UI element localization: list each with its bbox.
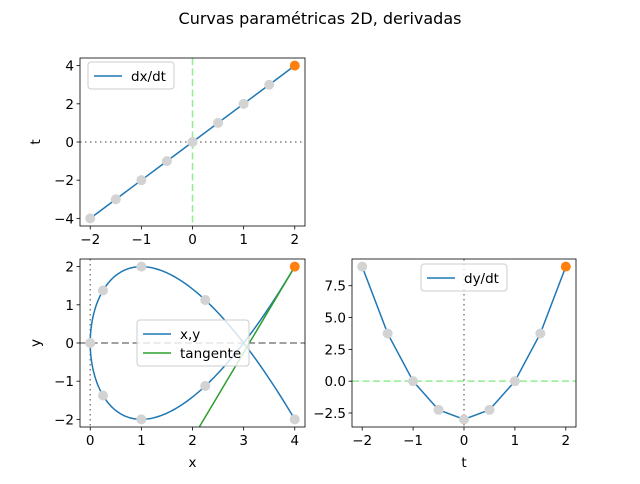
y-tick-label: 0: [65, 336, 74, 352]
axes-dydt: −2 −1 0 1 2 −2.5 0.0 2.5 5.0 7.5 t dy/dt: [313, 258, 577, 471]
legend-label: tangente: [180, 346, 241, 362]
figure-title: Curvas paramétricas 2D, derivadas: [179, 9, 462, 28]
y-tick-label: 4: [65, 59, 74, 75]
sample-point: [200, 295, 211, 306]
sample-point: [187, 137, 198, 147]
x-axis-label: x: [189, 455, 197, 471]
axes-dxdt: −2 −1 0 1 2 −4 −2 0 2 4 t dx/dt: [28, 57, 306, 248]
axes-xy: 0 1 2 3 4 −2 −1 0 1 2 x y x,y tangente: [28, 258, 306, 471]
sample-point: [136, 414, 147, 425]
legend-label: dx/dt: [131, 69, 166, 85]
y-tick-label: 2: [65, 260, 74, 276]
x-tick-label: −1: [403, 433, 423, 449]
legend-box: [87, 61, 175, 90]
y-tick-label: −2: [54, 412, 74, 428]
sample-point: [238, 98, 249, 109]
x-tick-label: 2: [562, 433, 571, 449]
x-tick-label: 4: [290, 433, 299, 449]
plot-area: [80, 58, 305, 226]
y-tick-label: −1: [54, 374, 74, 390]
sample-point: [98, 285, 109, 296]
sample-point: [136, 261, 147, 272]
x-tick-label: 3: [239, 433, 248, 449]
y-tick-label: 0: [65, 135, 74, 151]
current-point: [560, 261, 571, 272]
x-tick-label: 0: [188, 232, 197, 248]
x-tick-label: −1: [131, 232, 151, 248]
x-tick-label: 0: [86, 433, 95, 449]
sample-point: [213, 117, 224, 128]
x-tick-label: 1: [137, 433, 146, 449]
sample-point: [289, 414, 300, 425]
y-tick-label: 5.0: [325, 311, 346, 327]
sample-point: [357, 261, 368, 272]
sample-point: [161, 156, 172, 167]
y-tick-label: 1: [65, 298, 74, 314]
sample-point: [200, 380, 211, 391]
y-tick-label: 0.0: [325, 374, 346, 390]
y-tick-label: −2: [54, 173, 74, 189]
y-tick-label: 7.5: [325, 279, 346, 295]
y-axis-label: y: [28, 339, 44, 347]
x-tick-label: 1: [239, 232, 248, 248]
current-point: [289, 261, 300, 272]
legend-label: x,y: [180, 327, 200, 343]
sample-point: [85, 213, 96, 224]
current-point: [289, 60, 300, 71]
sample-point: [459, 414, 469, 425]
plot-area: [352, 259, 576, 427]
x-tick-label: −2: [80, 232, 100, 248]
x-tick-label: −2: [352, 433, 372, 449]
y-tick-label: −2.5: [313, 406, 346, 422]
sample-point: [98, 390, 109, 401]
x-tick-label: 0: [460, 433, 469, 449]
legend: dx/dt: [87, 61, 175, 90]
sample-point: [484, 404, 495, 415]
legend: x,y tangente: [136, 319, 250, 367]
sample-point: [264, 79, 275, 90]
sample-point: [535, 328, 546, 339]
sample-point: [382, 328, 393, 339]
x-tick-label: 2: [290, 232, 299, 248]
legend-box: [420, 263, 508, 292]
legend: dy/dt: [420, 263, 508, 292]
sample-point: [509, 376, 520, 387]
sample-point: [136, 175, 147, 186]
sample-point: [85, 338, 96, 348]
sample-point: [408, 376, 419, 387]
legend-box: [136, 319, 250, 367]
sample-point: [110, 194, 121, 205]
y-tick-label: −4: [54, 211, 74, 227]
y-tick-label: 2: [65, 97, 74, 113]
x-axis-label: t: [461, 455, 466, 471]
x-tick-label: 2: [188, 433, 197, 449]
y-tick-label: 2.5: [325, 342, 346, 358]
x-tick-label: 1: [511, 433, 520, 449]
legend-label: dy/dt: [464, 271, 499, 287]
plot-area: [80, 259, 305, 427]
sample-point: [433, 404, 444, 415]
y-axis-label: t: [28, 139, 44, 144]
